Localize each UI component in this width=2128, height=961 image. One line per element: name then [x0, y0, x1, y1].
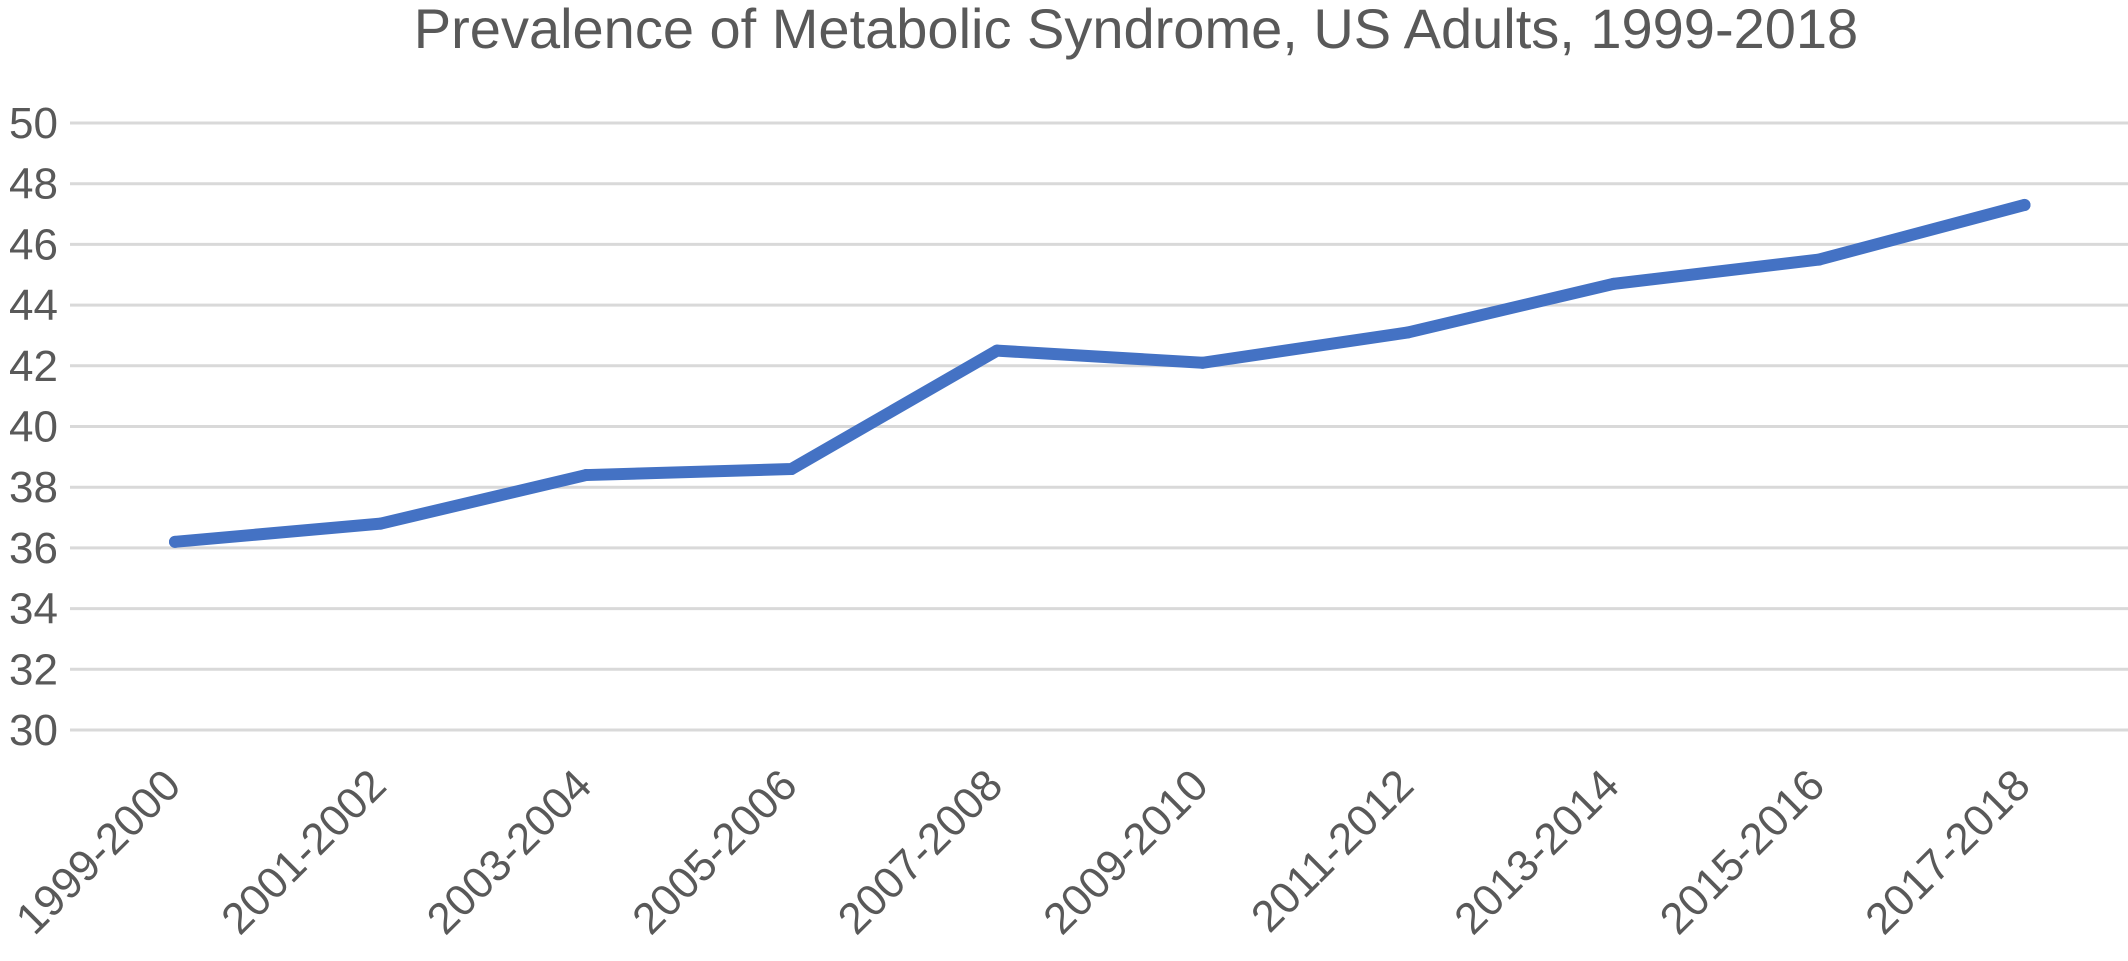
y-tick-label: 46: [9, 220, 58, 269]
x-tick-label: 2009-2010: [1034, 760, 1217, 943]
x-tick-label: 2003-2004: [418, 760, 601, 943]
y-tick-label: 48: [9, 160, 58, 209]
y-tick-label: 32: [9, 645, 58, 694]
chart-title: Prevalence of Metabolic Syndrome, US Adu…: [414, 0, 1858, 60]
data-point-2011-2012: [1402, 326, 1414, 339]
y-tick-label: 30: [9, 706, 58, 755]
data-point-2007-2008: [991, 344, 1003, 357]
data-point-2003-2004: [580, 469, 592, 482]
gridlines: [70, 121, 2128, 732]
y-tick-label: 34: [9, 585, 58, 634]
x-tick-label: 2011-2012: [1242, 760, 1423, 941]
x-tick-label: 2015-2016: [1651, 760, 1834, 943]
data-point-1999-2000: [169, 535, 181, 548]
y-tick-label: 40: [9, 403, 58, 452]
y-tick-label: 44: [9, 281, 58, 330]
data-point-2001-2002: [374, 517, 387, 530]
series-line: [169, 198, 2031, 548]
data-point-2015-2016: [1813, 253, 1825, 266]
data-point-2009-2010: [1196, 356, 1209, 369]
y-tick-label: 38: [9, 463, 58, 512]
y-tick-label: 42: [9, 342, 58, 391]
x-tick-label: 2013-2014: [1445, 760, 1628, 943]
x-axis-tick-labels: 1999-2000 2001-2002 2003-2004 2005-2006 2007…: [7, 760, 2040, 943]
y-tick-label: 36: [9, 524, 58, 573]
x-tick-label: 2007-2008: [829, 760, 1012, 943]
data-point-2013-2014: [1607, 277, 1620, 290]
x-tick-label: 2005-2006: [623, 760, 806, 943]
y-axis-tick-labels: 30 32 34 36 38 40 42 44 46 48 50: [9, 99, 58, 755]
x-tick-label: 1999-2000: [7, 760, 190, 943]
series-layer: [169, 198, 2031, 548]
y-tick-label: 50: [9, 99, 58, 148]
x-tick-label: 2017-2018: [1856, 760, 2039, 943]
data-point-2017-2018: [2018, 198, 2031, 211]
data-point-2005-2006: [785, 462, 798, 475]
x-tick-label: 2001-2002: [212, 760, 395, 943]
